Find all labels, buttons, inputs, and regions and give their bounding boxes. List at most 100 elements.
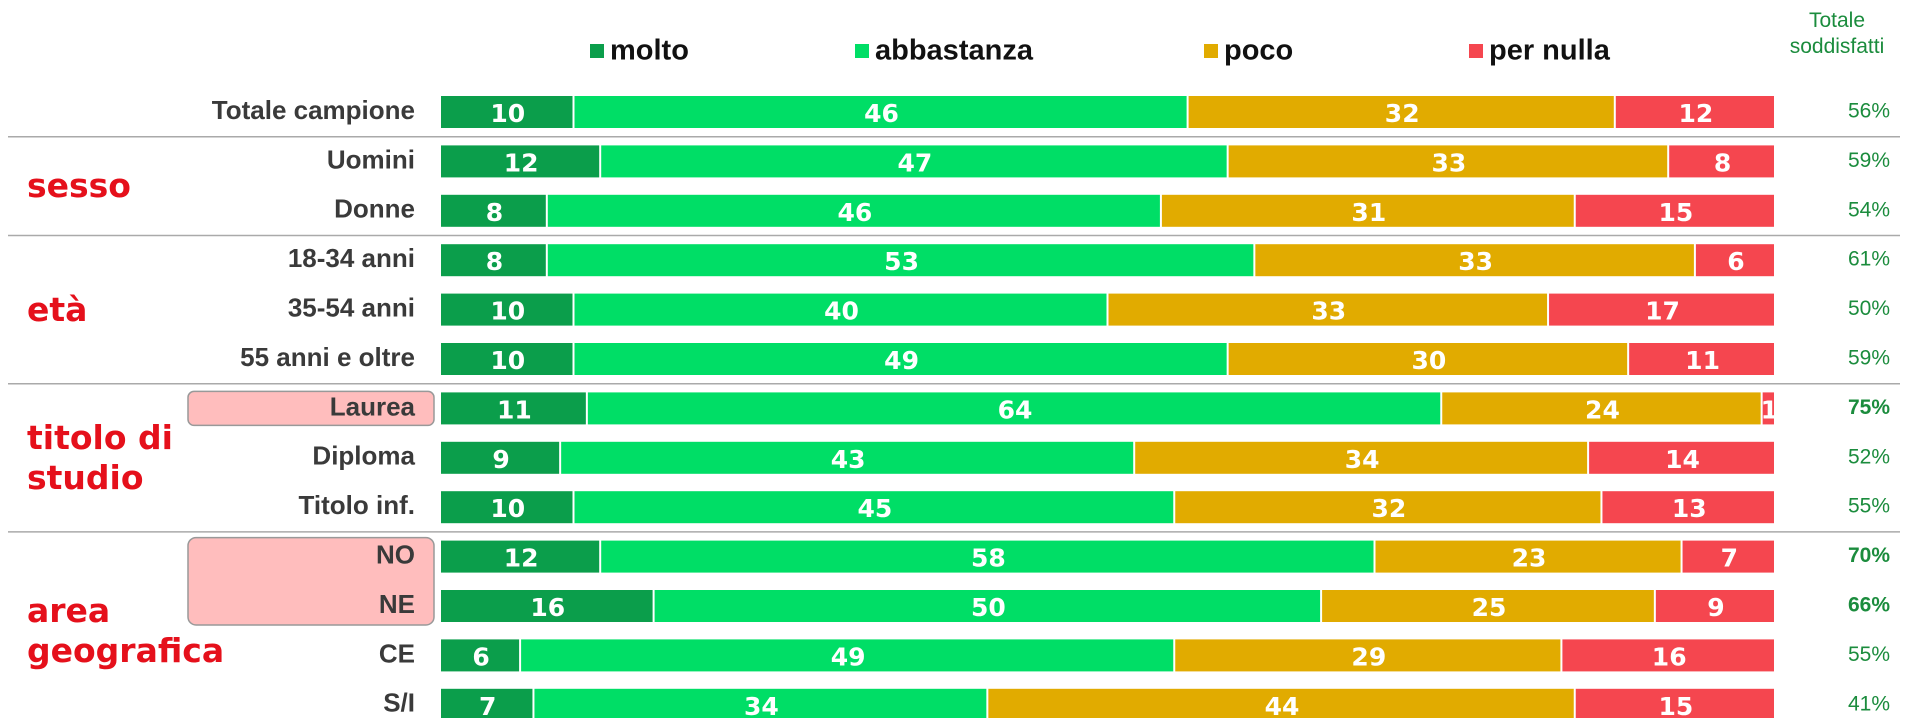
bar-segment [1682,540,1774,573]
bar-value-label: 23 [1512,544,1547,573]
bar-segment [1135,441,1588,474]
total-label: 75% [1848,396,1890,419]
category-label: NO [376,539,415,569]
bar-segment [1255,244,1694,277]
legend-swatch [1469,44,1483,58]
bar-value-label: 8 [486,198,503,227]
bar-value-label: 12 [504,148,539,177]
bar-value-label: 40 [824,297,859,326]
bar-segment [574,96,1187,128]
total-label: 50% [1848,297,1890,320]
bar-value-label: 29 [1351,642,1386,671]
bar-segment [441,244,546,277]
bar-value-label: 46 [837,198,872,227]
bar-segment [1228,343,1628,375]
bar-value-label: 34 [744,692,779,718]
total-label: 56% [1848,100,1890,123]
bar-value-label: 15 [1658,692,1693,718]
total-label: 55% [1848,643,1890,666]
category-label: S/I [383,688,415,718]
bar-segment [441,590,653,622]
legend-swatch [855,44,869,58]
bar-value-label: 32 [1371,494,1406,523]
group-label: titolo di studio [27,417,173,497]
bar-value-label: 33 [1311,297,1346,326]
category-label: CE [379,638,415,668]
bar-value-label: 64 [998,395,1033,424]
category-label: 35-54 anni [288,292,415,322]
bar-value-label: 47 [898,148,933,177]
legend-label: per nulla [1489,35,1611,67]
highlight [187,390,435,427]
bar-value-label: 49 [831,642,866,671]
bar-value-label: 9 [1707,593,1724,622]
total-label: 70% [1848,544,1890,567]
bar-value-label: 9 [492,445,509,474]
bar-value-label: 24 [1585,395,1620,424]
bar-segment [1655,590,1774,622]
bar-value-label: 25 [1472,593,1507,622]
bar-segment [1375,540,1681,573]
bar-value-label: 11 [1685,346,1720,375]
bar-segment [441,540,600,573]
group-label: area geografica [27,590,225,670]
bar-segment [534,688,987,718]
bar-value-label: 11 [497,395,532,424]
bar-segment [1108,293,1548,326]
bar-segment [441,145,600,178]
bar-value-label: 10 [490,346,525,375]
legend-label: molto [610,35,689,67]
bar-segment [574,343,1227,375]
total-label: 41% [1848,692,1890,715]
legend-label: poco [1224,35,1293,67]
bar-segment [1562,639,1774,672]
bar-segment [441,96,573,128]
bar-value-label: 7 [1721,544,1738,573]
bar-value-label: 33 [1458,247,1493,276]
bar-value-label: 32 [1385,99,1420,128]
bar-segment [441,639,520,672]
bar-value-label: 15 [1658,198,1693,227]
category-label: Diploma [312,441,415,471]
category-label: Donne [334,194,415,224]
bar-value-label: 7 [479,692,496,718]
legend-swatch [1204,44,1218,58]
bar-segment [1695,244,1774,277]
category-label: 55 anni e oltre [240,342,415,372]
bar-value-label: 10 [490,99,525,128]
bar-value-label: 8 [486,247,503,276]
bar-segment [1228,145,1668,178]
total-label: 55% [1848,495,1890,518]
bar-value-label: 44 [1265,692,1300,718]
bar-value-label: 53 [884,247,919,276]
highlight [187,536,435,626]
bar-value-label: 50 [971,593,1006,622]
bar-value-label: 10 [490,494,525,523]
bar-value-label: 12 [1679,99,1714,128]
bar-segment [561,441,1134,474]
bar-value-label: 12 [504,544,539,573]
category-label: Laurea [330,391,416,421]
bar-value-label: 14 [1665,445,1700,474]
bar-segment [441,441,560,474]
bar-segment [1442,392,1761,425]
bar-segment [654,590,1321,622]
bar-value-label: 33 [1432,148,1467,177]
bar-value-label: 17 [1645,297,1680,326]
totals-title: Totale soddisfatti [1789,9,1885,58]
bar-segment [1175,639,1561,672]
bar-value-label: 43 [831,445,866,474]
group-label: sesso [27,166,131,206]
bar-segment [1575,688,1774,718]
legend-swatch [590,44,604,58]
bar-value-label: 13 [1672,494,1707,523]
bar-segment [574,491,1174,524]
bar-segment [547,244,1254,277]
bar-segment [601,540,1374,573]
bar-segment [1669,145,1774,178]
category-label: 18-34 anni [288,243,415,273]
bar-value-label: 1 [1761,395,1778,424]
bar-value-label: 31 [1351,198,1386,227]
category-label: Totale campione [212,95,415,125]
